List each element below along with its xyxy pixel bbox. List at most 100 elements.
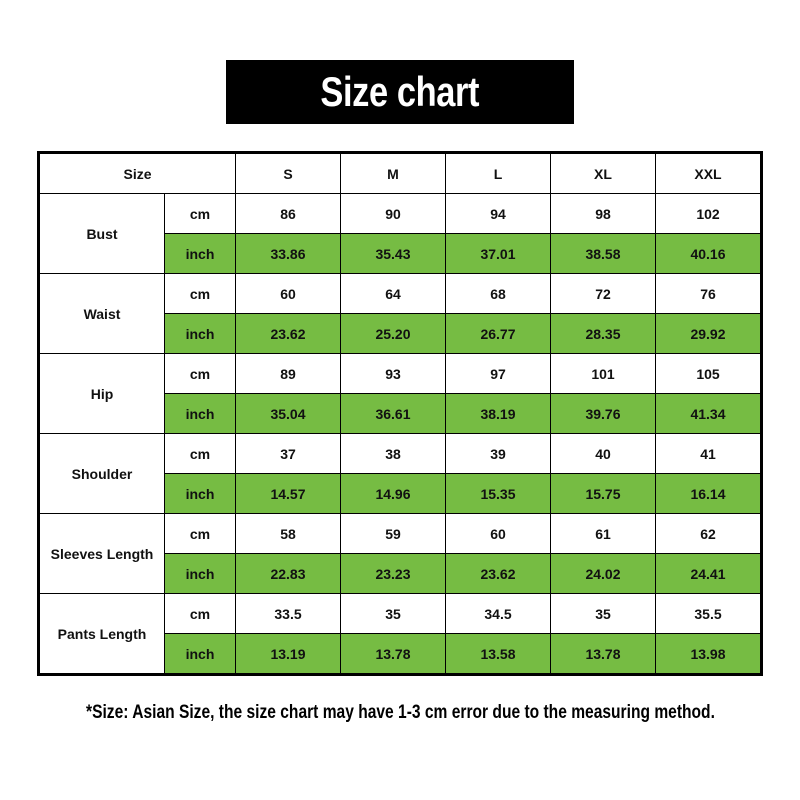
table-cell: 34.5: [445, 593, 551, 634]
table-row: Waist cm 60 64 68 72 76: [38, 273, 762, 354]
table-cell: 13.19: [235, 633, 341, 675]
table-cell: 22.83: [235, 553, 341, 594]
measurement-label: Pants Length: [38, 593, 165, 675]
table-cell: 36.61: [340, 393, 446, 434]
table-cell: 59: [340, 513, 446, 554]
table-cell: 35.04: [235, 393, 341, 434]
unit-label-inch: inch: [164, 553, 236, 594]
table-cell: 14.96: [340, 473, 446, 514]
table-cell: 16.14: [655, 473, 762, 514]
table-row: Hip cm 89 93 97 101 105: [38, 353, 762, 434]
table-cell: 13.58: [445, 633, 551, 675]
table-cell: 13.98: [655, 633, 762, 675]
unit-label-inch: inch: [164, 313, 236, 354]
unit-label-cm: cm: [164, 593, 236, 634]
note-text: *Size: Asian Size, the size chart may ha…: [85, 702, 715, 723]
table-cell: 35: [340, 593, 446, 634]
table-cell: 38.19: [445, 393, 551, 434]
table-cell: 90: [340, 193, 446, 234]
header-size-m: M: [340, 152, 446, 194]
table-cell: 39: [445, 433, 551, 474]
table-cell: 64: [340, 273, 446, 314]
table-cell: 93: [340, 353, 446, 394]
page-title: Size chart: [320, 68, 480, 115]
measurement-label: Shoulder: [38, 433, 165, 514]
title-banner: Size chart: [226, 60, 574, 124]
table-row: inch 22.83 23.23 23.62 24.02 24.41: [39, 553, 762, 594]
measurement-label: Sleeves Length: [38, 513, 165, 594]
table-cell: 102: [655, 193, 762, 234]
unit-label-cm: cm: [164, 433, 236, 474]
table-cell: 97: [445, 353, 551, 394]
size-chart-table: Size S M L XL XXL Bust cm 86 90 94 98 102 inch 33.86…: [37, 151, 763, 676]
table-cell: 40: [550, 433, 656, 474]
table-row: Sleeves Length cm 58 59 60 61 62: [38, 513, 762, 594]
table-cell: 23.23: [340, 553, 446, 594]
table-cell: 89: [235, 353, 341, 394]
table-cell: 23.62: [445, 553, 551, 594]
table-cell: 28.35: [550, 313, 656, 354]
table-cell: 38.58: [550, 233, 656, 274]
table-cell: 105: [655, 353, 762, 394]
header-size-l: L: [445, 152, 551, 194]
table-cell: 38: [340, 433, 446, 474]
unit-label-inch: inch: [164, 473, 236, 514]
measurement-label: Hip: [38, 353, 165, 434]
table-row: Shoulder cm 37 38 39 40 41: [38, 433, 762, 514]
table-cell: 33.5: [235, 593, 341, 634]
table-cell: 94: [445, 193, 551, 234]
table-cell: 68: [445, 273, 551, 314]
table-cell: 23.62: [235, 313, 341, 354]
table-row: Bust cm 86 90 94 98 102: [38, 193, 762, 274]
unit-label-cm: cm: [164, 193, 236, 234]
table-cell: 61: [550, 513, 656, 554]
table-cell: 26.77: [445, 313, 551, 354]
table-cell: 72: [550, 273, 656, 314]
table-cell: 24.02: [550, 553, 656, 594]
table-cell: 13.78: [550, 633, 656, 675]
unit-label-cm: cm: [164, 353, 236, 394]
header-size-label: Size: [38, 152, 236, 194]
table-cell: 14.57: [235, 473, 341, 514]
table-cell: 58: [235, 513, 341, 554]
table-cell: 25.20: [340, 313, 446, 354]
table-cell: 40.16: [655, 233, 762, 274]
table-cell: 39.76: [550, 393, 656, 434]
table-cell: 33.86: [235, 233, 341, 274]
size-note: *Size: Asian Size, the size chart may ha…: [0, 702, 800, 724]
table-cell: 41: [655, 433, 762, 474]
table-row: inch 14.57 14.96 15.35 15.75 16.14: [39, 473, 762, 514]
table-cell: 35: [550, 593, 656, 634]
table-row: Pants Length cm 33.5 35 34.5 35 35.5: [38, 593, 762, 675]
table-cell: 101: [550, 353, 656, 394]
unit-label-inch: inch: [164, 633, 236, 675]
table-row: inch 13.19 13.78 13.58 13.78 13.98: [39, 633, 762, 675]
unit-label-inch: inch: [164, 233, 236, 274]
table-cell: 60: [445, 513, 551, 554]
table-cell: 24.41: [655, 553, 762, 594]
table-cell: 41.34: [655, 393, 762, 434]
unit-label-cm: cm: [164, 273, 236, 314]
table-cell: 98: [550, 193, 656, 234]
table-cell: 60: [235, 273, 341, 314]
table-cell: 37: [235, 433, 341, 474]
unit-label-cm: cm: [164, 513, 236, 554]
header-size-s: S: [235, 152, 341, 194]
table-row: inch 35.04 36.61 38.19 39.76 41.34: [39, 393, 762, 434]
table-row: inch 23.62 25.20 26.77 28.35 29.92: [39, 313, 762, 354]
table-cell: 86: [235, 193, 341, 234]
table-header-row: Size S M L XL XXL: [38, 152, 762, 194]
table-cell: 37.01: [445, 233, 551, 274]
table-cell: 62: [655, 513, 762, 554]
measurement-label: Waist: [38, 273, 165, 354]
table-cell: 29.92: [655, 313, 762, 354]
table-cell: 15.35: [445, 473, 551, 514]
unit-label-inch: inch: [164, 393, 236, 434]
table-cell: 15.75: [550, 473, 656, 514]
table-cell: 35.43: [340, 233, 446, 274]
measurement-label: Bust: [38, 193, 165, 274]
table-cell: 76: [655, 273, 762, 314]
header-size-xxl: XXL: [655, 152, 762, 194]
header-size-xl: XL: [550, 152, 656, 194]
table-row: inch 33.86 35.43 37.01 38.58 40.16: [39, 233, 762, 274]
